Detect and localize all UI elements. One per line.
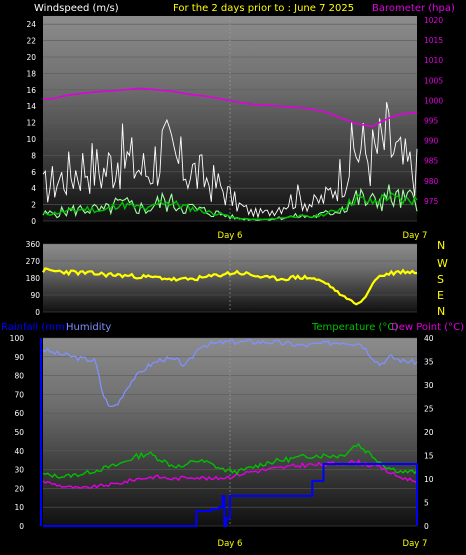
humidity-tick-label: 80 bbox=[14, 372, 24, 381]
wind-tick-label: 20 bbox=[26, 53, 36, 62]
day7-bottom-label: Day 7 bbox=[403, 539, 428, 549]
baro-tick-label: 1000 bbox=[424, 96, 443, 105]
wind-tick-label: 8 bbox=[31, 151, 36, 160]
wind-light-series bbox=[42, 184, 418, 221]
baro-tick-label: 985 bbox=[424, 157, 439, 166]
humidity-tick-label: 30 bbox=[14, 466, 24, 475]
humidity-tick-label: 20 bbox=[14, 484, 24, 493]
wind-tick-label: 6 bbox=[31, 168, 36, 177]
rainfall-label: Rainfall (mm) bbox=[1, 322, 69, 333]
compass-n-top: N bbox=[437, 239, 445, 252]
humidity-tick-label: 50 bbox=[14, 428, 24, 437]
temperature-tick-label: 15 bbox=[424, 452, 434, 461]
wind-tick-label: 14 bbox=[26, 102, 36, 111]
wind-tick-label: 10 bbox=[26, 135, 36, 144]
humidity-tick-label: 60 bbox=[14, 409, 24, 418]
barometer-series bbox=[42, 87, 418, 128]
compass-e: E bbox=[437, 289, 444, 302]
wind-tick-label: 22 bbox=[26, 37, 36, 46]
wind-tick-label: 16 bbox=[26, 86, 36, 95]
direction-tick-label: 270 bbox=[26, 257, 41, 266]
wind-tick-label: 18 bbox=[26, 69, 36, 78]
baro-tick-label: 1020 bbox=[424, 16, 443, 25]
temperature-tick-label: 0 bbox=[424, 522, 429, 531]
direction-tick-label: 0 bbox=[35, 308, 40, 317]
wind-average-series bbox=[42, 192, 418, 221]
humidity-tick-label: 100 bbox=[10, 334, 25, 343]
gust-series bbox=[42, 102, 418, 219]
day7-label: Day 7 bbox=[403, 231, 428, 241]
humidity-tick-label: 0 bbox=[19, 522, 24, 531]
humidity-label: Humidity bbox=[66, 322, 111, 333]
temperature-label: Temperature (°C) bbox=[311, 322, 398, 333]
direction-tick-label: 360 bbox=[26, 240, 41, 249]
baro-tick-label: 1005 bbox=[424, 76, 443, 85]
temperature-tick-label: 10 bbox=[424, 475, 434, 484]
compass-n-bottom: N bbox=[437, 305, 445, 318]
wind-tick-label: 24 bbox=[26, 20, 36, 29]
temperature-tick-label: 30 bbox=[424, 381, 434, 390]
humidity-tick-label: 10 bbox=[14, 503, 24, 512]
humidity-tick-label: 90 bbox=[14, 353, 24, 362]
compass-w: W bbox=[437, 257, 448, 270]
day6-label: Day 6 bbox=[218, 231, 243, 241]
temperature-tick-label: 25 bbox=[424, 405, 434, 414]
baro-tick-label: 1010 bbox=[424, 56, 443, 65]
barometer-label: Barometer (hpa) bbox=[372, 3, 455, 14]
rainfall-series bbox=[43, 462, 418, 527]
wind-tick-label: 0 bbox=[31, 217, 36, 226]
chart-title: For the 2 days prior to : June 7 2025 bbox=[173, 3, 354, 14]
temperature-tick-label: 5 bbox=[424, 499, 429, 508]
baro-tick-label: 975 bbox=[424, 197, 439, 206]
temperature-tick-label: 40 bbox=[424, 334, 434, 343]
baro-tick-label: 995 bbox=[424, 117, 439, 126]
direction-tick-label: 180 bbox=[26, 274, 41, 283]
baro-tick-label: 1015 bbox=[424, 36, 443, 45]
windspeed-label: Windspeed (m/s) bbox=[34, 3, 119, 14]
day6-bottom-label: Day 6 bbox=[218, 539, 243, 549]
humidity-tick-label: 70 bbox=[14, 390, 24, 399]
baro-tick-label: 990 bbox=[424, 137, 439, 146]
humidity-series bbox=[42, 338, 418, 408]
compass-s: S bbox=[437, 273, 444, 286]
wind-tick-label: 4 bbox=[31, 184, 36, 193]
humidity-tick-label: 40 bbox=[14, 447, 24, 456]
temperature-tick-label: 20 bbox=[424, 428, 434, 437]
dewpoint-label: Dew Point (°C) bbox=[391, 322, 464, 333]
direction-tick-label: 90 bbox=[30, 291, 40, 300]
direction-series bbox=[42, 267, 418, 306]
temperature-tick-label: 35 bbox=[424, 358, 434, 367]
temperature-series bbox=[42, 442, 418, 479]
wind-tick-label: 2 bbox=[31, 201, 36, 210]
baro-tick-label: 980 bbox=[424, 177, 439, 186]
wind-tick-label: 12 bbox=[26, 119, 36, 128]
